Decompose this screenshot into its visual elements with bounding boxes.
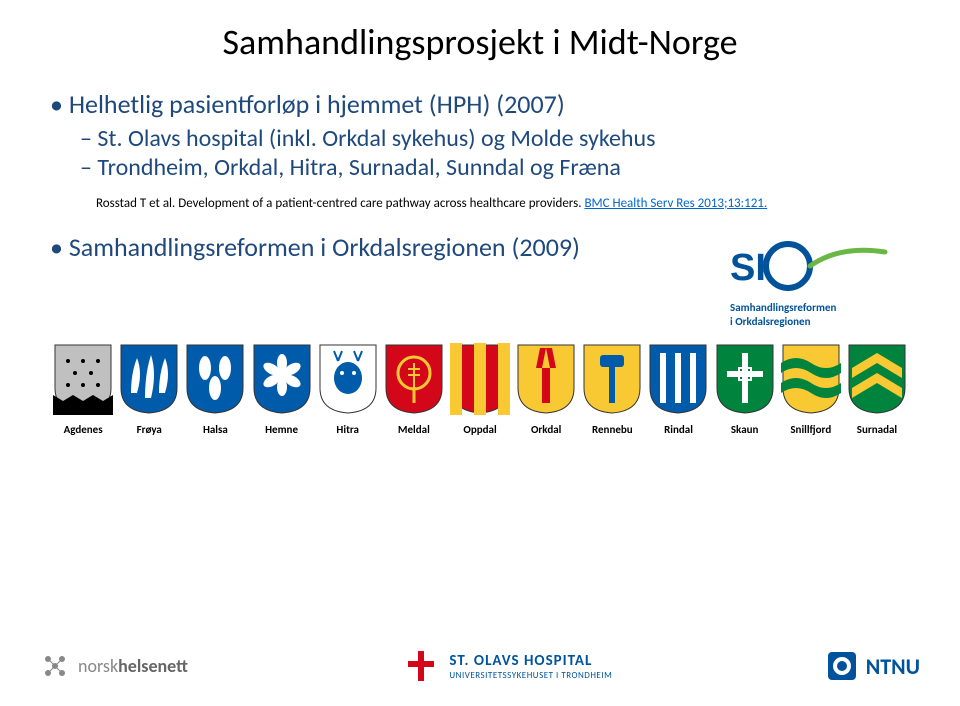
shield-label: Rindal [645, 423, 711, 436]
stolav-sub: UNIVERSITETSSYKEHUSET I TRONDHEIM [449, 670, 612, 681]
sub-hospitals: St. Olavs hospital (inkl. Orkdal sykehus… [80, 124, 920, 153]
shield-oppdal: Oppdal [447, 343, 513, 436]
shield-label: Surnadal [844, 423, 910, 436]
citation: Rosstad T et al. Development of a patien… [96, 196, 920, 211]
shield-orkdal: Orkdal [513, 343, 579, 436]
shield-label: Agdenes [50, 423, 116, 436]
nhn-icon [40, 651, 70, 681]
shield-label: Halsa [182, 423, 248, 436]
sio-logo: SI Samhandlingsreformen i Orkdalsregione… [730, 240, 910, 328]
stolav-icon [401, 646, 441, 686]
sio-logo-graphic: SI [730, 240, 910, 300]
shield-hemne: Hemne [248, 343, 314, 436]
shield-label: Hemne [248, 423, 314, 436]
sub-municipalities: Trondheim, Orkdal, Hitra, Surnadal, Sunn… [80, 153, 920, 182]
shield-skaun: Skaun [712, 343, 778, 436]
footer-stolav: ST. OLAVS HOSPITAL UNIVERSITETSSYKEHUSET… [401, 646, 612, 686]
ntnu-text: NTNU [866, 653, 920, 680]
svg-text:SI: SI [730, 247, 766, 289]
shield-label: Frøya [116, 423, 182, 436]
citation-link[interactable]: BMC Health Serv Res 2013;13:121. [584, 196, 767, 211]
shield-agdenes: Agdenes [50, 343, 116, 436]
shield-label: Snillfjord [778, 423, 844, 436]
shield-rindal: Rindal [645, 343, 711, 436]
shield-meldal: Meldal [381, 343, 447, 436]
footer: norskhelsenett ST. OLAVS HOSPITAL UNIVER… [0, 646, 960, 686]
shield-rennebu: Rennebu [579, 343, 645, 436]
sio-text1: Samhandlingsreformen [730, 302, 910, 314]
shield-label: Oppdal [447, 423, 513, 436]
shield-label: Skaun [712, 423, 778, 436]
shield-label: Rennebu [579, 423, 645, 436]
citation-text: Rosstad T et al. Development of a patien… [96, 196, 584, 211]
shield-label: Orkdal [513, 423, 579, 436]
shield-surnadal: Surnadal [844, 343, 910, 436]
shield-halsa: Halsa [182, 343, 248, 436]
footer-nhn: norskhelsenett [40, 651, 188, 681]
bullet-hph: Helhetlig pasientforløp i hjemmet (HPH) … [50, 88, 920, 120]
footer-ntnu: NTNU [826, 650, 920, 682]
stolav-main: ST. OLAVS HOSPITAL [449, 652, 612, 670]
shield-frøya: Frøya [116, 343, 182, 436]
shield-label: Meldal [381, 423, 447, 436]
nhn-text: norskhelsenett [78, 655, 188, 677]
shield-label: Hitra [315, 423, 381, 436]
sio-text2: i Orkdalsregionen [730, 316, 910, 328]
shield-row: AgdenesFrøyaHalsaHemneHitraMeldalOppdalO… [40, 343, 920, 436]
shield-hitra: Hitra [315, 343, 381, 436]
page-title: Samhandlingsprosjekt i Midt-Norge [40, 20, 920, 64]
ntnu-icon [826, 650, 858, 682]
bullet-list: Helhetlig pasientforløp i hjemmet (HPH) … [50, 88, 920, 182]
shield-snillfjord: Snillfjord [778, 343, 844, 436]
